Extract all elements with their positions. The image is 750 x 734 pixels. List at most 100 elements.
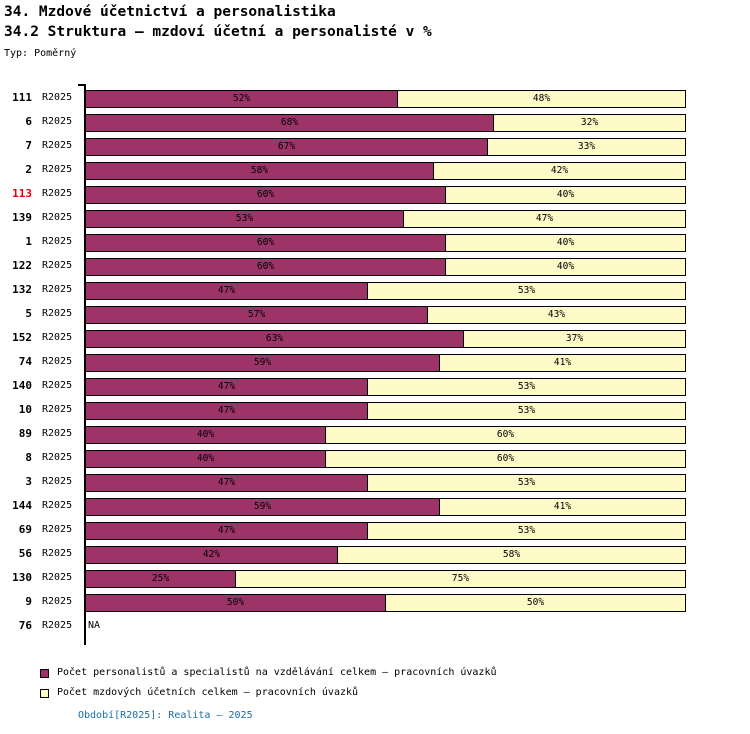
chart-row[interactable]: 10 R2025 47% 53% — [0, 400, 750, 424]
bar-segment-accountants[interactable]: 37% — [463, 330, 686, 348]
bar-segment-personalists[interactable]: 68% — [85, 114, 494, 132]
bar-segment-personalists[interactable]: 57% — [85, 306, 428, 324]
chart-row[interactable]: 152 R2025 63% 37% — [0, 328, 750, 352]
bar-segment-value: 47% — [217, 381, 236, 392]
chart-row[interactable]: 6 R2025 68% 32% — [0, 112, 750, 136]
chart-row[interactable]: 139 R2025 53% 47% — [0, 208, 750, 232]
bar-segment-personalists[interactable]: 59% — [85, 354, 440, 372]
bar-segment-personalists[interactable]: 60% — [85, 186, 446, 204]
bar-track: 53% 47% — [85, 210, 686, 228]
chart-row[interactable]: 113 R2025 60% 40% — [0, 184, 750, 208]
report-title-secondary: 34.2 Struktura – mzdoví účetní a persona… — [4, 24, 432, 40]
chart-row[interactable]: 8 R2025 40% 60% — [0, 448, 750, 472]
row-id-label: 74 — [18, 355, 32, 368]
bar-segment-value: 40% — [556, 261, 575, 272]
bar-segment-accountants[interactable]: 48% — [397, 90, 686, 108]
bar-segment-accountants[interactable]: 53% — [367, 474, 686, 492]
bar-segment-accountants[interactable]: 33% — [487, 138, 686, 156]
chart-legend: Počet personalistů a specialistů na vzdě… — [40, 664, 700, 704]
bar-segment-value: 63% — [265, 333, 284, 344]
bar-track: 67% 33% — [85, 138, 686, 156]
bar-segment-personalists[interactable]: 52% — [85, 90, 398, 108]
chart-row[interactable]: 89 R2025 40% 60% — [0, 424, 750, 448]
chart-row[interactable]: 69 R2025 47% 53% — [0, 520, 750, 544]
bar-segment-personalists[interactable]: 59% — [85, 498, 440, 516]
bar-segment-accountants[interactable]: 42% — [433, 162, 686, 180]
bar-track: 47% 53% — [85, 378, 686, 396]
bar-segment-accountants[interactable]: 60% — [325, 450, 686, 468]
bar-track: 57% 43% — [85, 306, 686, 324]
bar-segment-personalists[interactable]: 40% — [85, 426, 326, 444]
bar-segment-personalists[interactable]: 50% — [85, 594, 386, 612]
chart-row[interactable]: 5 R2025 57% 43% — [0, 304, 750, 328]
bar-segment-accountants[interactable]: 43% — [427, 306, 686, 324]
chart-row[interactable]: 111 R2025 52% 48% — [0, 88, 750, 112]
bar-segment-accountants[interactable]: 53% — [367, 402, 686, 420]
bar-segment-accountants[interactable]: 40% — [445, 234, 686, 252]
bar-segment-accountants[interactable]: 40% — [445, 186, 686, 204]
chart-row[interactable]: 7 R2025 67% 33% — [0, 136, 750, 160]
bar-segment-personalists[interactable]: 60% — [85, 234, 446, 252]
chart-row[interactable]: 130 R2025 25% 75% — [0, 568, 750, 592]
chart-row[interactable]: 3 R2025 47% 53% — [0, 472, 750, 496]
row-period-label: R2025 — [42, 356, 73, 367]
legend-swatch-icon — [40, 688, 49, 698]
bar-segment-personalists[interactable]: 47% — [85, 378, 368, 396]
bar-segment-accountants[interactable]: 60% — [325, 426, 686, 444]
legend-label: Počet personalistů a specialistů na vzdě… — [57, 667, 497, 678]
bar-segment-accountants[interactable]: 41% — [439, 354, 686, 372]
bar-segment-personalists[interactable]: 47% — [85, 474, 368, 492]
row-period-label: R2025 — [42, 452, 73, 463]
chart-row[interactable]: 2 R2025 58% 42% — [0, 160, 750, 184]
bar-segment-accountants[interactable]: 58% — [337, 546, 686, 564]
bar-segment-personalists[interactable]: 47% — [85, 522, 368, 540]
bar-segment-accountants[interactable]: 53% — [367, 378, 686, 396]
bar-segment-personalists[interactable]: 63% — [85, 330, 464, 348]
bar-track: 63% 37% — [85, 330, 686, 348]
bar-track: 50% 50% — [85, 594, 686, 612]
bar-segment-accountants[interactable]: 50% — [385, 594, 686, 612]
bar-segment-personalists[interactable]: 42% — [85, 546, 338, 564]
chart-row[interactable]: 122 R2025 60% 40% — [0, 256, 750, 280]
bar-segment-value: 53% — [517, 405, 536, 416]
bar-segment-personalists[interactable]: 53% — [85, 210, 404, 228]
chart-row[interactable]: 9 R2025 50% 50% — [0, 592, 750, 616]
bar-track: 58% 42% — [85, 162, 686, 180]
legend-item[interactable]: Počet personalistů a specialistů na vzdě… — [40, 664, 700, 682]
bar-track: 47% 53% — [85, 402, 686, 420]
bar-segment-accountants[interactable]: 40% — [445, 258, 686, 276]
chart-row[interactable]: 140 R2025 47% 53% — [0, 376, 750, 400]
chart-row[interactable]: 1 R2025 60% 40% — [0, 232, 750, 256]
bar-segment-accountants[interactable]: 53% — [367, 522, 686, 540]
row-id-label: 69 — [18, 523, 32, 536]
bar-segment-accountants[interactable]: 75% — [235, 570, 686, 588]
row-period-label: R2025 — [42, 404, 73, 415]
row-period-label: R2025 — [42, 116, 73, 127]
chart-row[interactable]: 144 R2025 59% 41% — [0, 496, 750, 520]
bar-segment-personalists[interactable]: 67% — [85, 138, 488, 156]
chart-row[interactable]: 132 R2025 47% 53% — [0, 280, 750, 304]
bar-segment-personalists[interactable]: 47% — [85, 282, 368, 300]
bar-segment-value: 57% — [247, 309, 266, 320]
bar-segment-personalists[interactable]: 47% — [85, 402, 368, 420]
chart-row[interactable]: 74 R2025 59% 41% — [0, 352, 750, 376]
bar-segment-personalists[interactable]: 25% — [85, 570, 236, 588]
bar-segment-personalists[interactable]: 58% — [85, 162, 434, 180]
bar-segment-personalists[interactable]: 40% — [85, 450, 326, 468]
bar-segment-accountants[interactable]: 32% — [493, 114, 686, 132]
bar-segment-value: 75% — [451, 573, 470, 584]
bar-segment-value: 40% — [196, 453, 215, 464]
bar-segment-accountants[interactable]: 53% — [367, 282, 686, 300]
bar-segment-value: 42% — [550, 165, 569, 176]
row-id-label: 144 — [12, 499, 32, 512]
bar-segment-accountants[interactable]: 47% — [403, 210, 686, 228]
row-id-label: 56 — [18, 547, 32, 560]
chart-row[interactable]: 76 R2025 NA — [0, 616, 750, 640]
bar-segment-accountants[interactable]: 41% — [439, 498, 686, 516]
row-period-label: R2025 — [42, 596, 73, 607]
bar-segment-value: 50% — [526, 597, 545, 608]
chart-row[interactable]: 56 R2025 42% 58% — [0, 544, 750, 568]
bar-track: 59% 41% — [85, 498, 686, 516]
legend-item[interactable]: Počet mzdových účetních celkem – pracovn… — [40, 684, 700, 702]
bar-segment-personalists[interactable]: 60% — [85, 258, 446, 276]
